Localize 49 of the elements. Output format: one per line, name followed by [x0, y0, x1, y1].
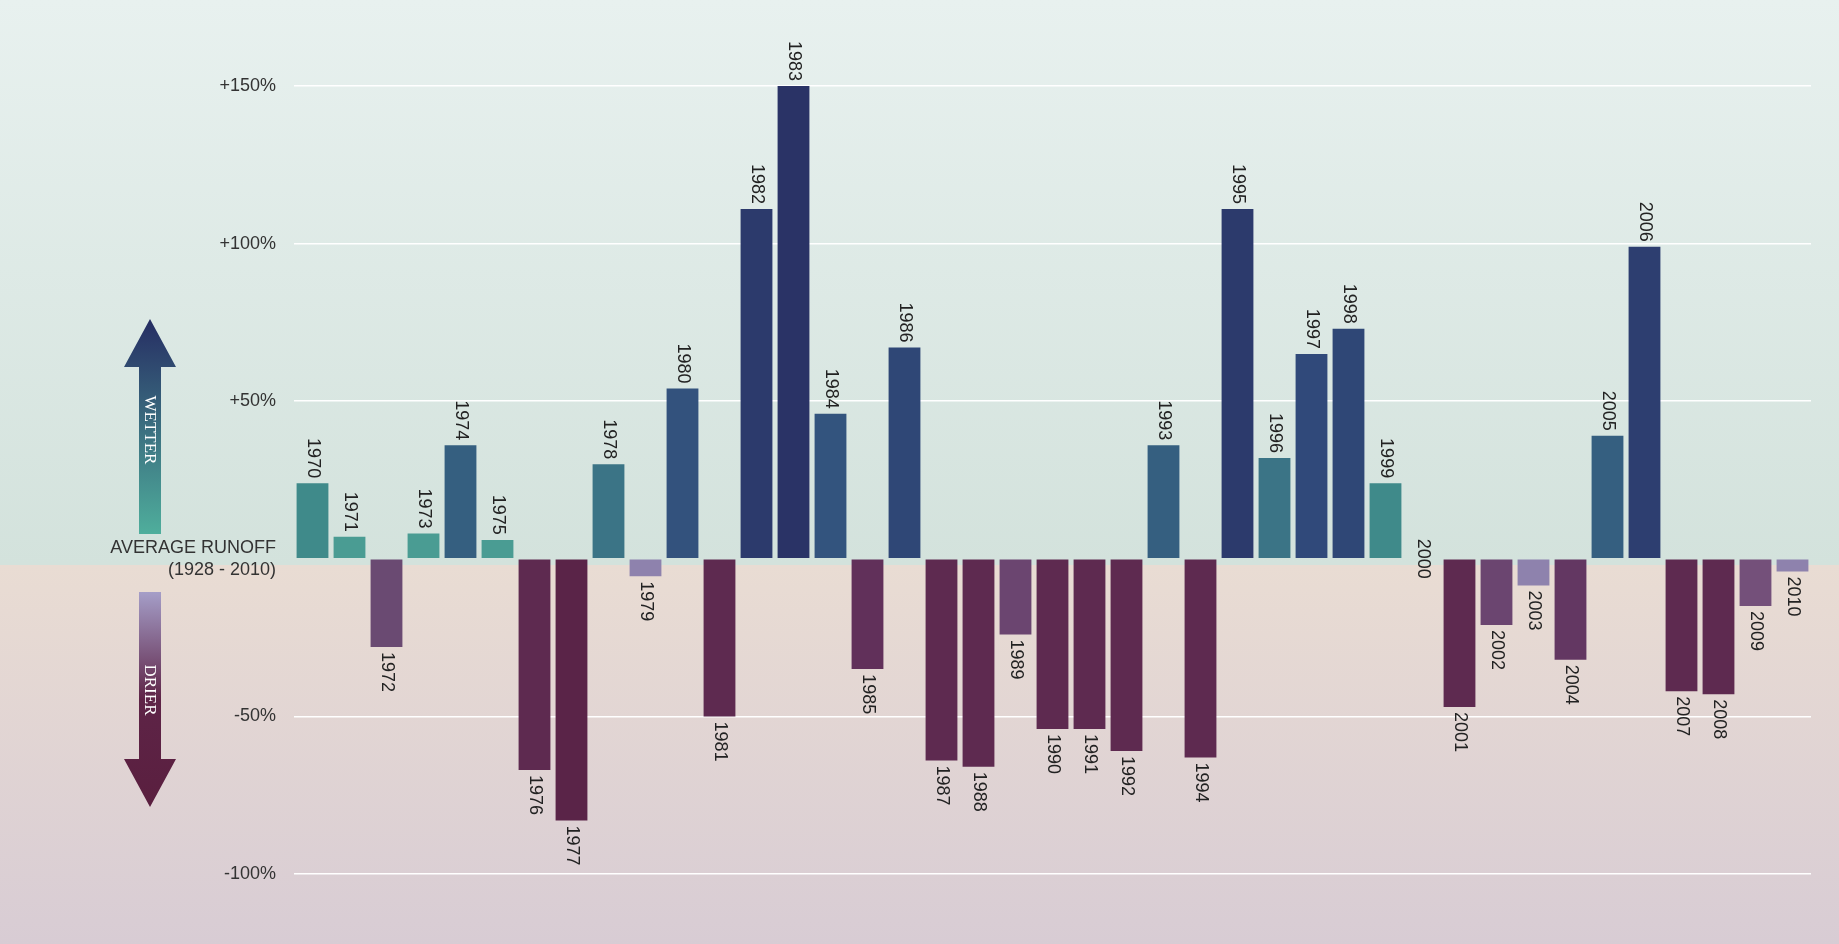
- x-tick-label: 1999: [1376, 438, 1397, 479]
- x-tick-label: 1972: [377, 652, 398, 693]
- x-tick-label: 1979: [636, 581, 657, 622]
- x-tick-label: 1985: [858, 674, 879, 715]
- x-tick-label: 2010: [1783, 576, 1804, 617]
- x-tick-label: 1983: [784, 40, 805, 81]
- x-tick-label: 1990: [1043, 734, 1064, 775]
- x-tick-label: 1996: [1265, 412, 1286, 453]
- x-tick-label: 1988: [969, 771, 990, 812]
- text: DRIER: [140, 664, 160, 716]
- x-tick-label: 1978: [599, 419, 620, 460]
- x-tick-label: 1989: [1006, 639, 1027, 680]
- x-tick-label: 2005: [1598, 390, 1619, 431]
- x-tick-label: 1981: [710, 721, 731, 762]
- x-tick-label: 2007: [1672, 696, 1693, 737]
- x-tick-label: 1976: [525, 774, 546, 816]
- x-tick-label: 1998: [1339, 283, 1360, 324]
- y-tick-label: +100%: [219, 232, 276, 253]
- x-tick-label: 2001: [1450, 711, 1471, 752]
- x-tick-label: 1994: [1191, 762, 1212, 803]
- x-tick-label: 2000: [1413, 538, 1434, 579]
- x-tick-label: 1975: [488, 494, 509, 535]
- x-tick-label: 1980: [673, 343, 694, 384]
- y-tick-label: +50%: [229, 390, 276, 411]
- x-tick-label: 1987: [932, 765, 953, 806]
- x-tick-label: 2003: [1524, 590, 1545, 631]
- x-tick-label: 1971: [340, 491, 361, 532]
- y-tick-label: -50%: [233, 705, 276, 726]
- x-tick-label: 1973: [414, 488, 435, 529]
- y-tick-label: -100%: [223, 862, 276, 883]
- x-tick-label: 2008: [1709, 699, 1730, 740]
- x-tick-label: 1986: [895, 302, 916, 343]
- y-tick-label: +150%: [219, 74, 276, 95]
- x-tick-label: 1974: [451, 400, 472, 441]
- x-tick-label: 2004: [1561, 664, 1582, 705]
- y-tick-label: AVERAGE RUNOFF (1928 - 2010): [110, 536, 276, 579]
- x-tick-label: 1977: [562, 825, 583, 866]
- x-tick-label: 1992: [1117, 756, 1138, 797]
- x-tick-label: 1993: [1154, 400, 1175, 441]
- x-tick-label: 1995: [1228, 163, 1249, 204]
- x-tick-label: 1997: [1302, 308, 1323, 349]
- text: WETTER: [140, 395, 160, 465]
- x-tick-label: 2002: [1487, 629, 1508, 671]
- x-tick-label: 2006: [1635, 201, 1656, 242]
- x-tick-label: 1984: [821, 368, 842, 409]
- x-tick-label: 1982: [747, 163, 768, 204]
- x-tick-label: 2009: [1746, 611, 1767, 652]
- x-tick-label: 1970: [303, 438, 324, 479]
- x-tick-label: 1991: [1080, 734, 1101, 775]
